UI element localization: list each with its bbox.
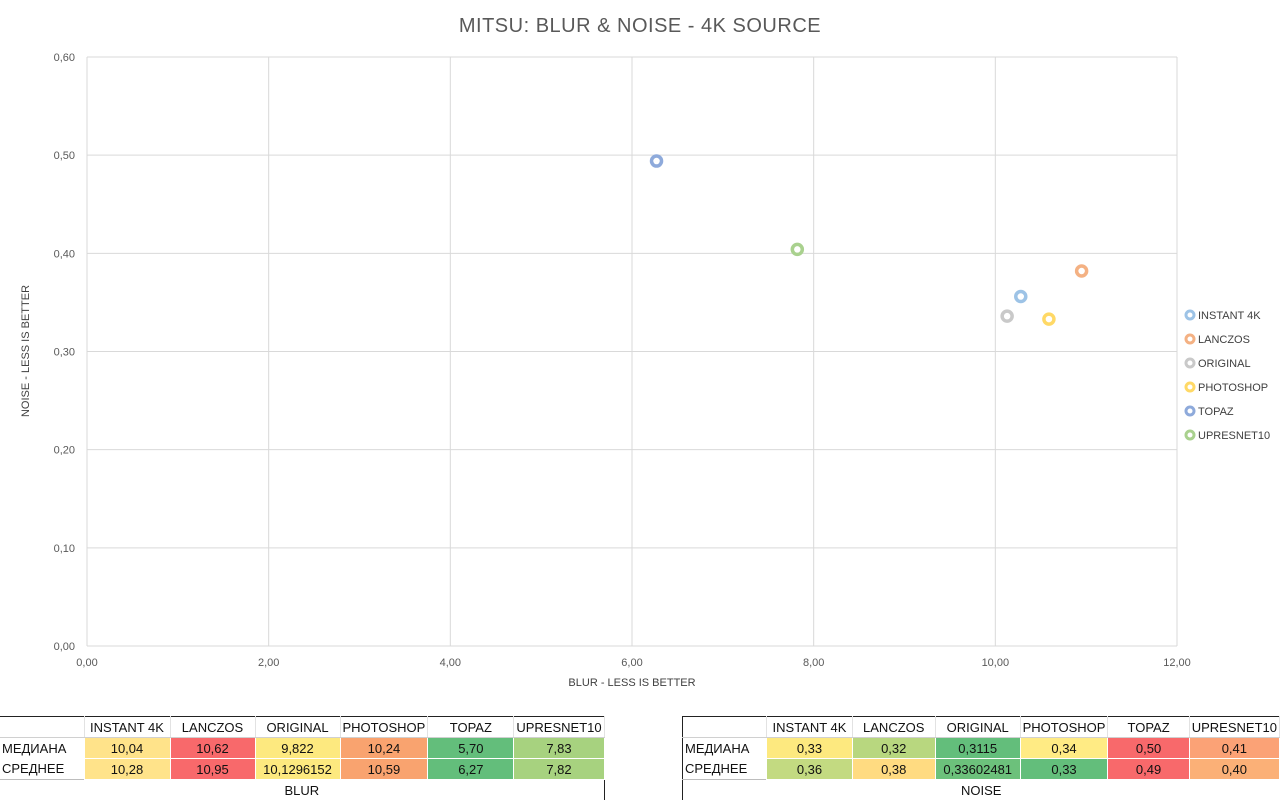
point-lanczos: [1077, 266, 1087, 276]
table-cell: 9,822: [255, 738, 340, 759]
blur-col-header: INSTANT 4K: [84, 717, 170, 738]
tick-labels: 0,00 2,00 4,00 6,00 8,00 10,00 12,00 0,00 0,10 0,…: [54, 52, 1191, 669]
point-photoshop: [1044, 314, 1054, 324]
table-cell: 5,70: [428, 738, 514, 759]
table-cell: 10,95: [170, 759, 255, 780]
legend-label: ORIGINAL: [1198, 358, 1251, 370]
legend-item-lanczos: LANCZOS: [1186, 334, 1250, 346]
legend-label: UPRESNET10: [1198, 430, 1270, 442]
table-cell: 10,28: [84, 759, 170, 780]
table-cell: 0,34: [1020, 738, 1108, 759]
noise-col-header: PHOTOSHOP: [1020, 717, 1108, 738]
blur-col-header: ORIGINAL: [255, 717, 340, 738]
x-tick-label: 10,00: [982, 657, 1010, 669]
legend-label: PHOTOSHOP: [1198, 382, 1268, 394]
x-tick-label: 12,00: [1163, 657, 1191, 669]
point-instant-4k: [1016, 292, 1026, 302]
table-cell: 10,04: [84, 738, 170, 759]
table-cell: 0,50: [1108, 738, 1189, 759]
blur-col-header: LANCZOS: [170, 717, 255, 738]
noise-row-median: МЕДИАНА 0,33 0,32 0,3115 0,34 0,50 0,41: [683, 738, 1280, 759]
x-tick-label: 8,00: [803, 657, 824, 669]
legend-item-upresnet10: UPRESNET10: [1186, 430, 1270, 442]
row-label: МЕДИАНА: [683, 738, 767, 759]
noise-col-header: LANCZOS: [852, 717, 935, 738]
y-tick-label: 0,00: [54, 641, 75, 653]
row-label: СРЕДНЕЕ: [683, 759, 767, 780]
legend-label: LANCZOS: [1198, 334, 1250, 346]
legend-marker: [1186, 335, 1194, 343]
legend-marker: [1186, 311, 1194, 319]
legend-label: INSTANT 4K: [1198, 310, 1261, 322]
table-cell: 6,27: [428, 759, 514, 780]
noise-header-row: INSTANT 4K LANCZOS ORIGINAL PHOTOSHOP TO…: [683, 717, 1280, 738]
data-points: [652, 156, 1087, 324]
blur-table: INSTANT 4K LANCZOS ORIGINAL PHOTOSHOP TO…: [0, 716, 605, 800]
y-tick-label: 0,40: [54, 248, 75, 260]
y-axis-label: NOISE - LESS IS BETTER: [20, 285, 32, 417]
scatter-chart: MITSU: BLUR & NOISE - 4K SOURCE 0,00 2,00…: [0, 0, 1280, 712]
grid: [87, 57, 1177, 646]
x-tick-label: 6,00: [621, 657, 642, 669]
x-tick-label: 0,00: [76, 657, 97, 669]
table-cell: 0,49: [1108, 759, 1189, 780]
blur-caption-row: BLUR: [0, 780, 604, 800]
table-cell: 0,33: [1020, 759, 1108, 780]
legend-marker: [1186, 431, 1194, 439]
y-tick-label: 0,10: [54, 543, 75, 555]
x-tick-label: 4,00: [440, 657, 461, 669]
legend-marker: [1186, 383, 1194, 391]
legend: INSTANT 4K LANCZOS ORIGINAL PHOTOSHOP TOPAZ U…: [1186, 310, 1270, 442]
noise-col-header: ORIGINAL: [935, 717, 1020, 738]
table-cell: 0,33: [767, 738, 852, 759]
point-topaz: [652, 156, 662, 166]
table-cell: 0,33602481: [935, 759, 1020, 780]
legend-label: TOPAZ: [1198, 406, 1234, 418]
point-original: [1002, 311, 1012, 321]
y-tick-label: 0,50: [54, 150, 75, 162]
y-tick-label: 0,20: [54, 445, 75, 457]
x-tick-label: 2,00: [258, 657, 279, 669]
table-cell: 0,40: [1189, 759, 1279, 780]
noise-table: INSTANT 4K LANCZOS ORIGINAL PHOTOSHOP TO…: [682, 716, 1280, 800]
table-cell: 0,3115: [935, 738, 1020, 759]
blur-row-mean: СРЕДНЕЕ 10,28 10,95 10,1296152 10,59 6,2…: [0, 759, 604, 780]
blur-header-row: INSTANT 4K LANCZOS ORIGINAL PHOTOSHOP TO…: [0, 717, 604, 738]
legend-marker: [1186, 407, 1194, 415]
noise-caption-row: NOISE: [683, 780, 1280, 800]
table-cell: 7,82: [514, 759, 604, 780]
noise-col-header: UPRESNET10: [1189, 717, 1279, 738]
y-tick-label: 0,30: [54, 347, 75, 359]
chart-title: MITSU: BLUR & NOISE - 4K SOURCE: [459, 15, 821, 37]
legend-item-instant-4k: INSTANT 4K: [1186, 310, 1261, 322]
legend-item-photoshop: PHOTOSHOP: [1186, 382, 1268, 394]
legend-item-topaz: TOPAZ: [1186, 406, 1234, 418]
legend-marker: [1186, 359, 1194, 367]
legend-item-original: ORIGINAL: [1186, 358, 1251, 370]
table-cell: 10,62: [170, 738, 255, 759]
noise-caption: NOISE: [683, 780, 1280, 800]
table-cell: 0,41: [1189, 738, 1279, 759]
blur-col-header: TOPAZ: [428, 717, 514, 738]
row-label: СРЕДНЕЕ: [0, 759, 84, 780]
noise-col-header: INSTANT 4K: [767, 717, 852, 738]
blur-caption: BLUR: [0, 780, 604, 800]
x-axis-label: BLUR - LESS IS BETTER: [568, 677, 695, 689]
point-upresnet10: [792, 244, 802, 254]
table-cell: 10,1296152: [255, 759, 340, 780]
table-cell: 0,36: [767, 759, 852, 780]
table-cell: 0,38: [852, 759, 935, 780]
blur-col-header: PHOTOSHOP: [340, 717, 428, 738]
noise-row-mean: СРЕДНЕЕ 0,36 0,38 0,33602481 0,33 0,49 0…: [683, 759, 1280, 780]
table-cell: 10,24: [340, 738, 428, 759]
blur-col-header: UPRESNET10: [514, 717, 604, 738]
blur-row-median: МЕДИАНА 10,04 10,62 9,822 10,24 5,70 7,8…: [0, 738, 604, 759]
table-cell: 7,83: [514, 738, 604, 759]
y-tick-label: 0,60: [54, 52, 75, 64]
row-label: МЕДИАНА: [0, 738, 84, 759]
noise-col-header: TOPAZ: [1108, 717, 1189, 738]
table-cell: 0,32: [852, 738, 935, 759]
table-cell: 10,59: [340, 759, 428, 780]
